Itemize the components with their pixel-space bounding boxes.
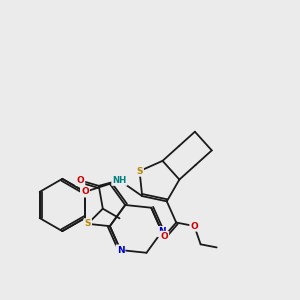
Text: O: O [81,188,89,196]
Text: O: O [160,232,168,241]
Text: S: S [84,219,91,228]
Text: S: S [136,167,143,176]
Text: N: N [117,245,124,254]
Text: O: O [76,176,84,185]
Text: N: N [158,227,166,236]
Text: NH: NH [112,176,127,185]
Text: O: O [190,221,198,230]
